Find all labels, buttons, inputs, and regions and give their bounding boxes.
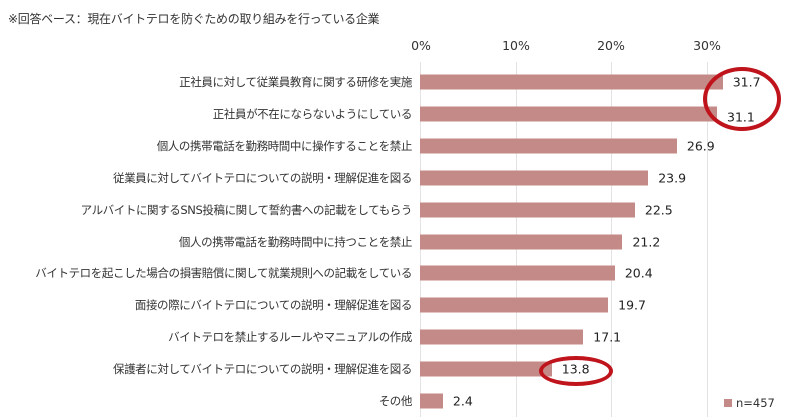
axis-tick-0: 0% — [411, 38, 431, 53]
bar — [420, 106, 717, 122]
bar — [420, 202, 635, 218]
bar — [420, 265, 615, 281]
category-label: バイトテロを禁止するルールやマニュアルの作成 — [168, 330, 412, 345]
value-label: 17.1 — [593, 329, 622, 345]
category-label: 保護者に対してバイトテロについての説明・理解促進を図る — [112, 362, 412, 377]
category-label: 個人の携帯電話を勤務時間中に持つことを禁止 — [178, 234, 413, 249]
category-label: バイトテロを起こした場合の損害賠償に関して就業規則への記載をしている — [35, 266, 412, 281]
legend-label: n=457 — [736, 396, 775, 410]
value-label: 26.9 — [686, 138, 715, 154]
value-label: 21.2 — [632, 234, 661, 249]
bar — [420, 138, 677, 154]
bar — [420, 361, 552, 377]
category-label: 面接の際にバイトテロについての説明・理解促進を図る — [134, 298, 413, 313]
bar — [420, 297, 609, 313]
bar — [420, 393, 443, 409]
value-label: 22.5 — [644, 202, 673, 218]
value-label: 19.7 — [618, 297, 646, 313]
category-label: 個人の携帯電話を勤務時間中に操作することを禁止 — [156, 138, 413, 153]
category-label: その他 — [378, 394, 413, 408]
value-label: 20.4 — [624, 265, 653, 281]
base-note: ※回答ベース：現在バイトテロを防ぐための取り組みを行っている企業 — [8, 12, 380, 26]
axis-tick-20: 20% — [597, 38, 625, 53]
highlight-ellipse-top — [703, 67, 781, 131]
value-label: 23.9 — [658, 170, 687, 186]
highlight-ellipse-bottom — [539, 356, 613, 386]
value-label: 2.4 — [452, 393, 473, 409]
category-label: アルバイトに関するSNS投稿に関して誓約書への記載をしてもらう — [80, 202, 413, 217]
gridline-30 — [707, 62, 708, 417]
axis-tick-10: 10% — [502, 38, 530, 53]
legend-swatch — [724, 399, 732, 407]
bar — [420, 170, 649, 186]
category-label: 正社員が不在にならないようにしている — [212, 106, 413, 121]
category-label: 従業員に対してバイトテロについての説明・理解促進を図る — [112, 170, 412, 185]
bar — [420, 74, 723, 90]
bar — [420, 329, 584, 345]
category-label: 正社員に対して従業員教育に関する研修を実施 — [179, 75, 412, 89]
bar — [420, 234, 623, 249]
legend: n=457 — [724, 396, 775, 410]
axis-tick-30: 30% — [693, 38, 721, 53]
